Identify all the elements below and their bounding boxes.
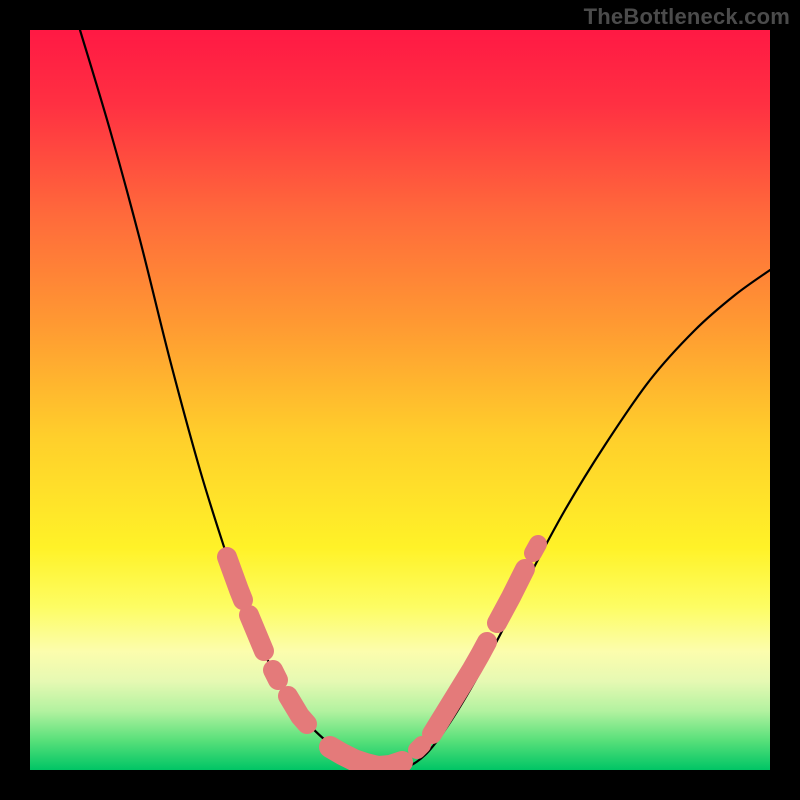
data-point-cluster <box>273 670 278 680</box>
watermark-text: TheBottleneck.com <box>584 4 790 30</box>
data-point-cluster <box>533 544 538 553</box>
bottleneck-chart-svg <box>30 30 770 770</box>
gradient-background <box>30 30 770 770</box>
data-point-cluster <box>417 745 422 750</box>
plot-area <box>30 30 770 770</box>
data-point-cluster <box>249 615 264 651</box>
image-frame: TheBottleneck.com <box>0 0 800 800</box>
